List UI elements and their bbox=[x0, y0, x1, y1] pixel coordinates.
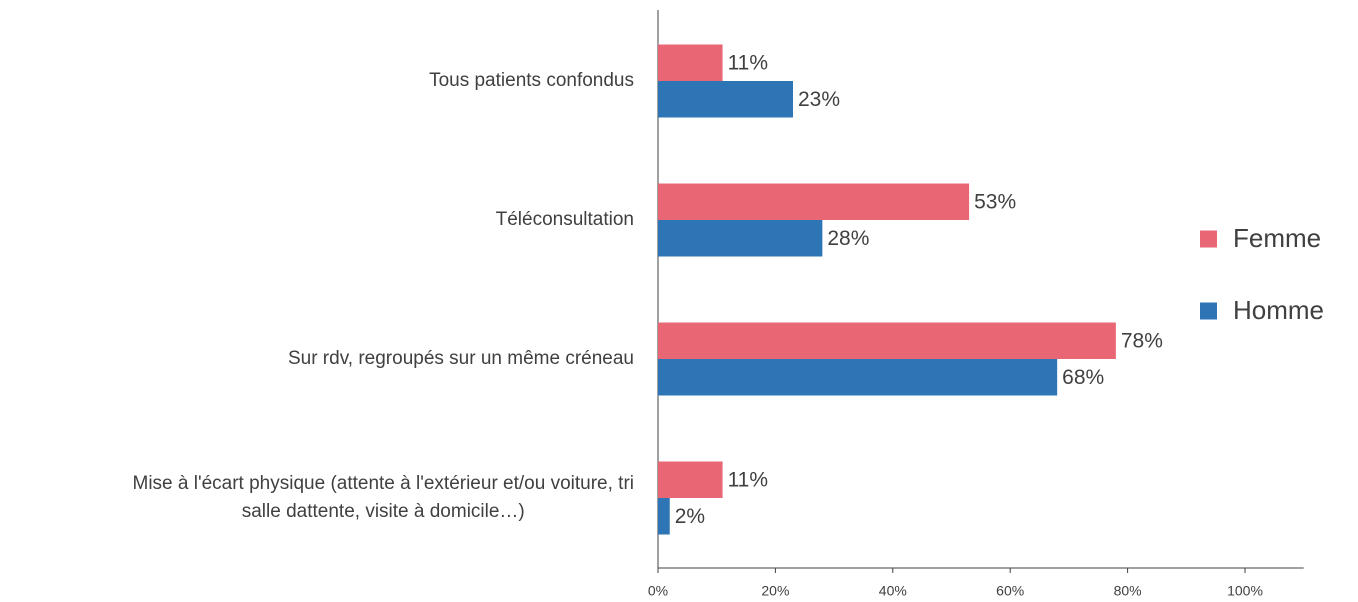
x-tick-label: 80% bbox=[1114, 583, 1142, 599]
value-label: 28% bbox=[827, 227, 869, 250]
x-tick-label: 100% bbox=[1227, 583, 1263, 599]
bar bbox=[658, 359, 1058, 396]
value-label: 23% bbox=[798, 88, 840, 111]
x-tick-label: 0% bbox=[648, 583, 668, 599]
value-label: 11% bbox=[728, 468, 768, 491]
bar bbox=[658, 183, 970, 220]
value-label: 53% bbox=[974, 190, 1016, 213]
category-label: Mise à l'écart physique (attente à l'ext… bbox=[132, 473, 635, 522]
legend-swatch bbox=[1200, 302, 1217, 320]
value-label: 11% bbox=[728, 51, 768, 74]
category-label: Téléconsultation bbox=[495, 209, 634, 230]
legend-label: Femme bbox=[1233, 223, 1321, 253]
legend-swatch bbox=[1200, 230, 1217, 248]
bar bbox=[658, 44, 723, 81]
category-label: Tous patients confondus bbox=[429, 70, 634, 91]
bar bbox=[658, 220, 823, 257]
legend-label: Homme bbox=[1233, 295, 1324, 325]
category-label: Sur rdv, regroupés sur un même créneau bbox=[287, 348, 634, 369]
value-label: 2% bbox=[675, 505, 705, 528]
bar bbox=[658, 81, 794, 118]
value-label: 68% bbox=[1062, 366, 1104, 389]
bar bbox=[658, 498, 670, 535]
x-tick-label: 60% bbox=[996, 583, 1024, 599]
bar bbox=[658, 461, 723, 498]
x-tick-label: 40% bbox=[879, 583, 907, 599]
bar bbox=[658, 322, 1116, 359]
value-label: 78% bbox=[1121, 329, 1163, 352]
x-tick-label: 20% bbox=[761, 583, 789, 599]
